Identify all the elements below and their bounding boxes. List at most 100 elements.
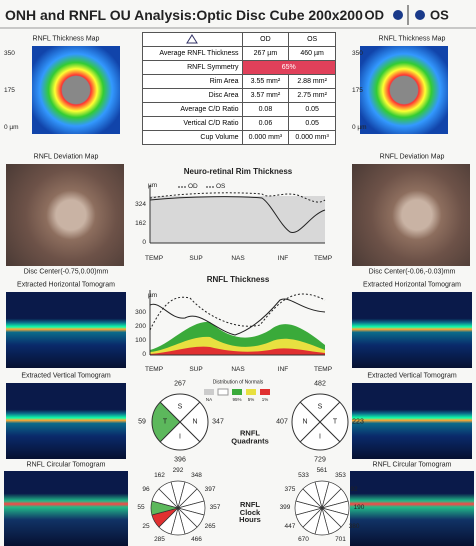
table-cell: OD xyxy=(242,33,289,47)
x-tick-label: TEMP xyxy=(145,367,163,374)
clock-value: 561 xyxy=(317,468,328,475)
os-dot xyxy=(415,10,425,20)
report-page: ODOSAverage RNFL Thickness267 µm460 µmRN… xyxy=(0,0,476,546)
y-tick-label: 200 xyxy=(135,324,146,331)
chart-title: Neuro-retinal Rim Thickness xyxy=(184,168,292,176)
warning-icon xyxy=(186,34,198,44)
table-cell: 0.000 mm³ xyxy=(242,131,289,145)
quadrant-value: 396 xyxy=(174,457,186,464)
table-cell: 65% xyxy=(242,61,335,75)
normals-label: NA xyxy=(206,398,212,403)
normal-band xyxy=(150,196,325,243)
scale-label: 350 xyxy=(352,51,363,58)
quadrant-value: 407 xyxy=(276,419,288,426)
table-cell: 0.08 xyxy=(242,103,289,117)
clock-value: 162 xyxy=(154,473,165,480)
quadrant-letter: I xyxy=(179,434,181,441)
table-cell: 3.57 mm² xyxy=(242,89,289,103)
clock-value: 375 xyxy=(285,486,296,493)
x-tick-label: NAS xyxy=(231,367,244,374)
scale-label: 175 xyxy=(4,88,15,95)
y-tick-label: 324 xyxy=(135,202,146,209)
clock-value: 399 xyxy=(280,505,291,512)
quadrants-title: RNFL Quadrants xyxy=(228,430,272,445)
y-tick-label: 0 xyxy=(142,352,146,359)
quadrant-letter: S xyxy=(178,404,183,411)
x-tick-label: TEMP xyxy=(145,256,163,263)
report-title: ONH and RNFL OU Analysis:Optic Disc Cube… xyxy=(5,8,363,22)
quadrant-letter: I xyxy=(319,434,321,441)
tomogram-title: Extracted Horizontal Tomogram xyxy=(363,282,461,289)
x-tick-label: SUP xyxy=(189,367,202,374)
tomogram-title: Extracted Vertical Tomogram xyxy=(21,373,110,380)
clock-value: 353 xyxy=(335,473,346,480)
swatch xyxy=(218,389,228,395)
table-cell xyxy=(143,33,243,47)
x-tick-label: TEMP xyxy=(314,256,332,263)
table-cell: 0.05 xyxy=(289,103,336,117)
table-cell: 460 µm xyxy=(289,47,336,61)
clock-value: 92 xyxy=(350,486,357,493)
table-cell: Rim Area xyxy=(143,75,243,89)
swatch xyxy=(232,389,242,395)
normals-title: Distribution of Normals xyxy=(213,381,264,386)
scale-label: 0 µm xyxy=(4,125,19,132)
clock-value: 285 xyxy=(154,537,165,544)
clock-value: 701 xyxy=(335,537,346,544)
clock-value: 190 xyxy=(354,505,365,512)
table-row: Cup Volume0.000 mm³0.000 mm³ xyxy=(143,131,336,145)
clock-value: 25 xyxy=(142,523,149,530)
y-tick-label: 0 xyxy=(142,240,146,247)
os-curve xyxy=(150,294,325,330)
table-cell: Cup Volume xyxy=(143,131,243,145)
unit-label: µm xyxy=(148,183,157,190)
map-title: RNFL Deviation Map xyxy=(380,154,445,161)
swatch xyxy=(204,389,214,395)
quadrant-value: 729 xyxy=(314,457,326,464)
table-cell: 0.05 xyxy=(289,117,336,131)
swatch xyxy=(246,389,256,395)
clock-value: 397 xyxy=(205,486,216,493)
normals-label: 1% xyxy=(262,398,269,403)
normals-label: 95% xyxy=(232,398,241,403)
table-row: RNFL Symmetry65% xyxy=(143,61,336,75)
quadrant-letter: T xyxy=(163,419,167,426)
map-title: RNFL Deviation Map xyxy=(34,154,99,161)
quadrant-value: 223 xyxy=(352,419,364,426)
table-cell: Average RNFL Thickness xyxy=(143,47,243,61)
scale-label: 0 µm xyxy=(352,125,367,132)
table-cell: RNFL Symmetry xyxy=(143,61,243,75)
table-cell: Disc Area xyxy=(143,89,243,103)
clock-value: 670 xyxy=(298,537,309,544)
clock-title: RNFL Clock Hours xyxy=(230,501,270,524)
quadrant-value: 482 xyxy=(314,381,326,388)
tomogram-title: Extracted Vertical Tomogram xyxy=(367,373,456,380)
x-tick-label: INF xyxy=(278,256,288,263)
y-tick-label: 100 xyxy=(135,338,146,345)
clock-value: 380 xyxy=(349,523,360,530)
y-tick-label: 162 xyxy=(135,221,146,228)
swatch xyxy=(260,389,270,395)
x-tick-label: SUP xyxy=(189,256,202,263)
table-cell: 2.75 mm² xyxy=(289,89,336,103)
table-row: Average C/D Ratio0.080.05 xyxy=(143,103,336,117)
eye-os: OS xyxy=(430,9,449,22)
disc-center: Disc Center(-0.06,-0.03)mm xyxy=(369,269,456,276)
legend-label: OD xyxy=(188,184,198,191)
clock-value: 357 xyxy=(210,505,221,512)
table-cell: 3.55 mm² xyxy=(242,75,289,89)
x-tick-label: NAS xyxy=(231,256,244,263)
table-cell: 2.88 mm² xyxy=(289,75,336,89)
clock-value: 292 xyxy=(173,468,184,475)
table-cell: 0.06 xyxy=(242,117,289,131)
clock-value: 265 xyxy=(205,523,216,530)
tomogram-title: RNFL Circular Tomogram xyxy=(373,462,452,469)
quadrant-value: 267 xyxy=(174,381,186,388)
tomogram-title: Extracted Horizontal Tomogram xyxy=(17,282,115,289)
clock-value: 533 xyxy=(298,473,309,480)
table-cell: 267 µm xyxy=(242,47,289,61)
